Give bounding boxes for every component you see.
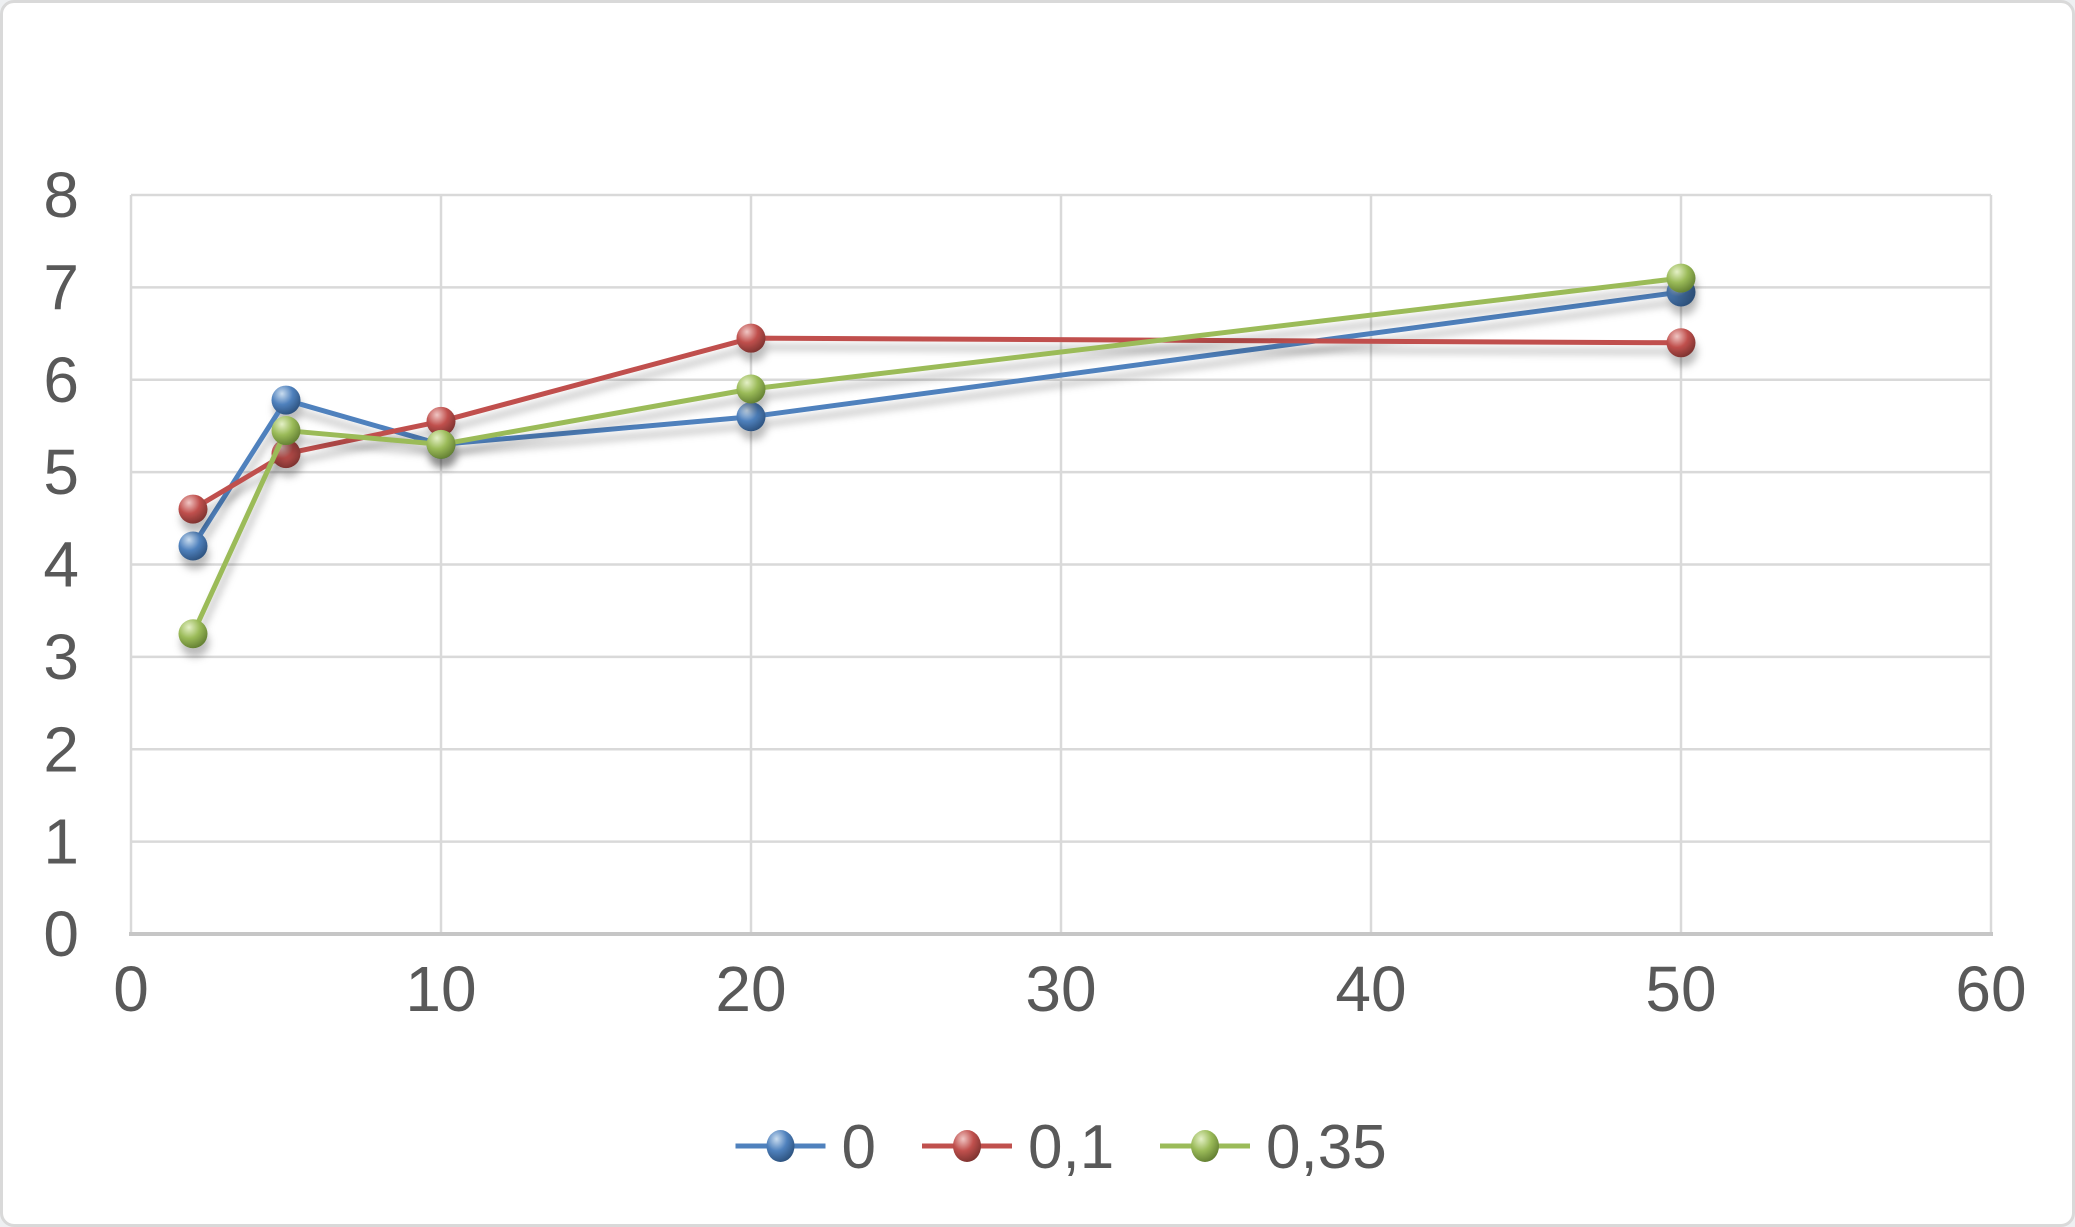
x-tick-label-30: 30 [1025, 953, 1096, 1025]
series-0 [178, 277, 1696, 561]
x-tick-label-10: 10 [405, 953, 476, 1025]
marker-0,35-x5 [271, 416, 301, 446]
x-tick-label-20: 20 [715, 953, 786, 1025]
marker-0,35-x20 [736, 374, 766, 404]
marker-0,1-x10 [426, 406, 456, 436]
legend-label-0,1: 0,1 [1028, 1113, 1114, 1182]
y-tick-label-1: 1 [43, 806, 79, 878]
x-tick-label-0: 0 [113, 953, 149, 1025]
y-tick-label-3: 3 [43, 621, 79, 693]
marker-0,35-x50 [1666, 263, 1696, 293]
legend-item-0,35: 0,35 [1160, 1113, 1387, 1182]
legend-label-0,35: 0,35 [1266, 1113, 1387, 1182]
series-line-0 [190, 289, 1684, 549]
marker-0,1-x50 [1666, 328, 1696, 358]
series-0,1 [178, 323, 1696, 524]
marker-0-x2 [178, 531, 208, 561]
marker-0,35-x2 [178, 619, 208, 649]
line-chart: 0 1 2 3 4 5 6 7 8 0 10 20 30 40 50 60 0 0,1 0,35 [43, 159, 2026, 1182]
gridlines [129, 193, 1993, 934]
series-0,35 [178, 263, 1696, 649]
y-tick-label-7: 7 [43, 251, 79, 323]
marker-0,1-x20 [736, 323, 766, 353]
legend-marker-0 [766, 1130, 795, 1162]
y-axis-tick-labels: 0 1 2 3 4 5 6 7 8 [43, 159, 79, 970]
marker-0-x20 [736, 402, 766, 432]
x-tick-label-50: 50 [1645, 953, 1716, 1025]
y-tick-label-8: 8 [43, 159, 79, 231]
legend-marker-0,35 [1191, 1130, 1219, 1162]
y-tick-label-2: 2 [43, 713, 79, 785]
y-tick-label-5: 5 [43, 436, 79, 508]
legend-label-0: 0 [842, 1113, 876, 1182]
legend: 0 0,1 0,35 [735, 1113, 1387, 1182]
series-line-0,35 [190, 275, 1684, 637]
x-axis-tick-labels: 0 10 20 30 40 50 60 [113, 953, 2026, 1025]
y-tick-label-0: 0 [43, 898, 79, 970]
series-line-0,1 [190, 335, 1684, 512]
legend-item-0: 0 [735, 1113, 876, 1182]
x-tick-label-40: 40 [1335, 953, 1406, 1025]
legend-item-0,1: 0,1 [922, 1113, 1114, 1182]
x-tick-label-60: 60 [1955, 953, 2026, 1025]
y-tick-label-6: 6 [43, 344, 79, 416]
marker-0,35-x10 [426, 429, 456, 459]
marker-0,1-x2 [178, 494, 208, 524]
legend-marker-0,1 [953, 1130, 981, 1162]
y-tick-label-4: 4 [43, 529, 79, 601]
marker-0-x5 [271, 385, 301, 415]
